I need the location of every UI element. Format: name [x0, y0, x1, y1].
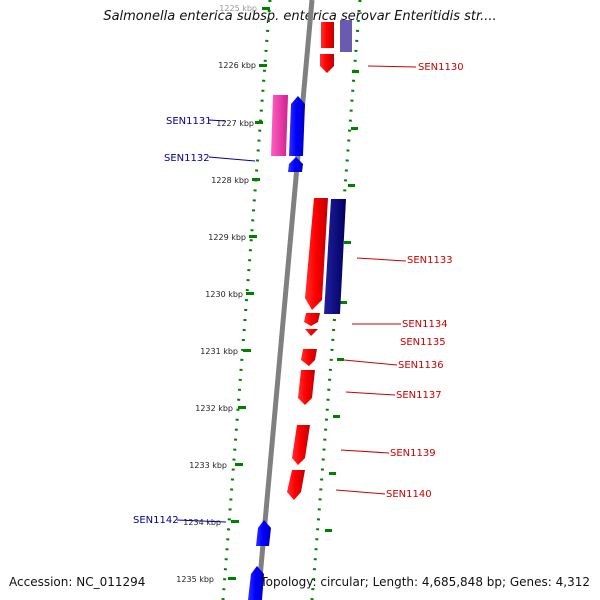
accession-text: Accession: NC_011294	[9, 575, 146, 589]
gene-sen1131[interactable]	[271, 95, 288, 156]
gene-sen1135[interactable]	[305, 329, 318, 336]
tick-label: 1225 kbp	[219, 4, 257, 13]
leader-line	[343, 359, 398, 366]
leader-line	[208, 156, 256, 162]
leader-line	[367, 65, 417, 68]
leader-line	[356, 257, 407, 262]
tick-label: 1233 kbp	[189, 461, 227, 470]
tick-label: 1230 kbp	[205, 290, 243, 299]
gene-label-sen1142[interactable]: SEN1142	[133, 515, 179, 526]
leader-line	[340, 449, 390, 454]
tick-label: 1229 kbp	[208, 233, 246, 242]
gene-sen1133b[interactable]	[324, 199, 346, 314]
gene-label-sen1133[interactable]: SEN1133	[407, 255, 453, 266]
leader-line	[335, 489, 386, 495]
gene-label-sen1139[interactable]: SEN1139	[390, 448, 436, 459]
genome-title: Salmonella enterica subsp. enterica sero…	[103, 9, 497, 24]
gene-sen1129[interactable]	[321, 22, 334, 48]
gene-sen1134[interactable]	[304, 313, 320, 326]
gene-sen1131b[interactable]	[289, 96, 305, 156]
gene-label-sen1130[interactable]: SEN1130	[418, 62, 464, 73]
gene-sen1142[interactable]	[256, 520, 271, 546]
gene-label-sen1132[interactable]: SEN1132	[164, 153, 210, 164]
tick-label: 1228 kbp	[211, 176, 249, 185]
gene-label-sen1140[interactable]: SEN1140	[386, 489, 432, 500]
genome-summary: Topology: circular; Length: 4,685,848 bp…	[260, 575, 590, 589]
leader-line	[176, 519, 227, 523]
gene-sen1137[interactable]	[298, 370, 315, 405]
gene-sen1143[interactable]	[248, 566, 264, 600]
tick-label: 1232 kbp	[195, 404, 233, 413]
leader-line	[345, 391, 396, 396]
gene-label-sen1137[interactable]: SEN1137	[396, 390, 442, 401]
gene-sen1139[interactable]	[292, 425, 310, 465]
gene-sen1128[interactable]	[340, 20, 352, 52]
gene-features[interactable]	[248, 20, 352, 600]
gene-sen1140[interactable]	[287, 470, 305, 500]
genome-backbone	[255, 0, 315, 600]
tick-label: 1235 kbp	[176, 575, 214, 584]
left-tick-track	[221, 0, 272, 600]
tick-label: 1234 kbp	[183, 518, 221, 527]
gene-sen1132[interactable]	[288, 157, 303, 172]
gene-label-sen1134[interactable]: SEN1134	[402, 319, 448, 330]
gene-label-sen1131[interactable]: SEN1131	[166, 116, 212, 127]
major-ticks	[228, 7, 359, 580]
gene-sen1130[interactable]	[320, 54, 334, 73]
tick-label: 1231 kbp	[200, 347, 238, 356]
gene-sen1133[interactable]	[305, 198, 328, 310]
tick-label: 1226 kbp	[218, 61, 256, 70]
gene-sen1136[interactable]	[301, 349, 317, 366]
gene-label-sen1135[interactable]: SEN1135	[400, 337, 446, 348]
tick-label: 1227 kbp	[216, 119, 254, 128]
leader-line	[208, 119, 227, 122]
gene-label-sen1136[interactable]: SEN1136	[398, 360, 444, 371]
